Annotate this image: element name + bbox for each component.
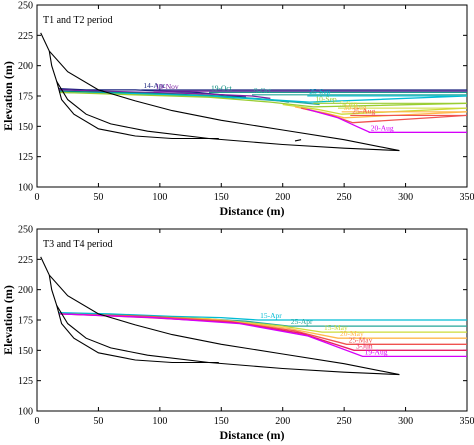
profile-line (56, 305, 219, 364)
series-line-10-Sep (59, 91, 467, 108)
chart-title: T1 and T2 period (43, 15, 113, 26)
series-line-19-Aug (59, 313, 467, 358)
profile-line (56, 81, 219, 140)
x-tick-label: 100 (152, 192, 167, 203)
profile-line (40, 32, 400, 152)
series-label: 25-Apr (291, 317, 313, 326)
x-tick-label: 0 (35, 192, 40, 203)
profile-line (48, 275, 400, 376)
y-tick-label: 100 (18, 407, 33, 418)
y-tick-label: 225 (18, 255, 33, 266)
panel-top: 0 50 100 150 200 250 300 350 100 125 150 175 200 225 2… (1, 1, 474, 219)
y-tick-label: 225 (18, 31, 33, 42)
x-tick-label: 250 (337, 416, 352, 427)
x-tick-label: 50 (93, 192, 103, 203)
y-tick-label: 150 (18, 122, 33, 133)
series-line-15-Apr (59, 312, 467, 321)
x-tick-label: 100 (152, 416, 167, 427)
x-tick-label: 150 (214, 192, 229, 203)
x-tick-label: 50 (93, 416, 103, 427)
y-tick-label: 125 (18, 376, 33, 387)
series-label: 25-Aug (352, 106, 375, 115)
panel-bottom: 0 50 100 150 200 250 300 350 100 125 150 175 200 225 2… (1, 225, 474, 443)
x-tick-label: 200 (275, 416, 290, 427)
y-tick-label: 100 (18, 183, 33, 194)
x-tick-label: 300 (398, 416, 413, 427)
y-tick-label: 200 (18, 285, 33, 296)
profile-line (48, 51, 400, 152)
series-label: 19-Aug (365, 347, 388, 356)
x-tick-label: 300 (398, 192, 413, 203)
series-label: 15-May (324, 323, 348, 332)
series-label: 3-Jun (356, 341, 373, 350)
series-label: 25-Sep (309, 87, 330, 96)
series-label: 19-Nov (156, 82, 179, 91)
series-label: 10-Sep (315, 94, 336, 103)
series-label: 30-Aug (344, 103, 367, 112)
series-label: 19-Oct (211, 83, 233, 92)
y-tick-label: 175 (18, 316, 33, 327)
profile-line (40, 256, 400, 376)
series-label: 14-Apr (143, 81, 165, 90)
y-axis-label: Elevation (m) (1, 61, 15, 131)
x-tick-label: 150 (214, 416, 229, 427)
y-tick-label: 125 (18, 152, 33, 163)
series-label: 20-May (340, 329, 364, 338)
x-tick-label: 200 (275, 192, 290, 203)
y-axis-label: Elevation (m) (1, 285, 15, 355)
x-tick-label: 350 (460, 192, 474, 203)
series-line-25-Sep (59, 91, 467, 103)
x-axis-label: Distance (m) (220, 428, 285, 442)
series-label: 5-Sep (340, 99, 358, 108)
series-line-19-Nov (59, 89, 271, 100)
y-tick-label: 250 (18, 225, 33, 236)
x-tick-label: 350 (460, 416, 474, 427)
x-tick-label: 250 (337, 192, 352, 203)
y-tick-label: 150 (18, 346, 33, 357)
series-label: 20-Aug (371, 123, 394, 132)
y-tick-label: 250 (18, 1, 33, 12)
series-line-25-May (59, 313, 467, 345)
chart-title: T3 and T4 period (43, 239, 113, 250)
y-tick-label: 200 (18, 61, 33, 72)
series-line-14-Apr (59, 88, 246, 98)
profile-line (294, 139, 302, 142)
y-tick-label: 175 (18, 92, 33, 103)
series-label: 9-Oct (254, 86, 272, 95)
x-axis-label: Distance (m) (220, 204, 285, 218)
series-label: 15-Apr (260, 311, 282, 320)
x-tick-label: 0 (35, 416, 40, 427)
series-label: 25-May (349, 335, 373, 344)
series-line-5-Sep (282, 103, 467, 115)
